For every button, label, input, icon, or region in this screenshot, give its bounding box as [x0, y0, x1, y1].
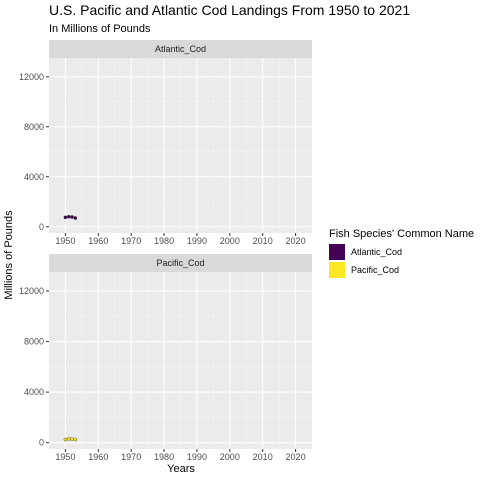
x-tick-label: 2020 — [286, 236, 306, 246]
chart-subtitle: In Millions of Pounds — [49, 23, 151, 35]
x-tick-label: 1950 — [55, 452, 75, 462]
x-tick-label: 1980 — [154, 452, 174, 462]
data-point — [73, 216, 78, 220]
y-tick-label: 12000 — [19, 72, 44, 82]
x-tick-label: 1950 — [55, 236, 75, 246]
x-tick-label: 1960 — [88, 452, 108, 462]
x-tick-label: 2020 — [286, 452, 306, 462]
y-tick-label: 0 — [39, 222, 44, 232]
legend: Fish Species' Common Name Atlantic_Cod Pa… — [329, 228, 474, 278]
facet-strip — [49, 40, 312, 58]
x-tick-label: 1990 — [187, 236, 207, 246]
legend-key-atlantic-cod — [329, 244, 345, 260]
x-tick-label: 1970 — [121, 452, 141, 462]
x-axis-title: Years — [167, 463, 195, 475]
facet-strip-label: Atlantic_Cod — [155, 44, 206, 54]
y-tick-label: 8000 — [24, 337, 44, 347]
y-tick-label: 0 — [39, 438, 44, 448]
x-tick-label: 1980 — [154, 236, 174, 246]
x-tick-label: 2010 — [253, 236, 273, 246]
data-point — [63, 437, 68, 442]
data-point — [66, 437, 71, 441]
x-tick-label: 2010 — [253, 452, 273, 462]
facet-panel-atlantic-cod: Atlantic_Cod 0 4000 8000 12000 1950 1960 1970 19… — [19, 40, 312, 246]
legend-title: Fish Species' Common Name — [329, 228, 474, 240]
legend-key-pacific-cod — [329, 262, 345, 278]
facet-panel-pacific-cod: Pacific_Cod 0 4000 8000 12000 1950 1960 1970 198… — [19, 254, 312, 462]
facet-panels: Atlantic_Cod 0 4000 8000 12000 1950 1960 1970 19… — [19, 40, 312, 462]
facet-strip — [49, 254, 312, 272]
x-tick-label: 2000 — [220, 236, 240, 246]
x-tick-label: 2000 — [220, 452, 240, 462]
data-point — [63, 215, 68, 220]
y-axis-title: Millions of Pounds — [3, 210, 15, 300]
y-tick-label: 4000 — [24, 172, 44, 182]
data-point — [70, 437, 74, 441]
legend-keys: Atlantic_Cod Pacific_Cod — [329, 244, 402, 278]
data-point — [73, 437, 78, 442]
legend-label: Pacific_Cod — [351, 265, 399, 275]
x-tick-label: 1990 — [187, 452, 207, 462]
chart-title: U.S. Pacific and Atlantic Cod Landings F… — [49, 2, 410, 18]
facet-strip-label: Pacific_Cod — [156, 258, 204, 268]
y-tick-label: 8000 — [24, 122, 44, 132]
y-tick-label: 12000 — [19, 286, 44, 296]
x-tick-label: 1970 — [121, 236, 141, 246]
legend-label: Atlantic_Cod — [351, 247, 402, 257]
data-point — [70, 215, 74, 219]
data-point — [66, 214, 71, 219]
y-tick-label: 4000 — [24, 387, 44, 397]
x-tick-label: 1960 — [88, 236, 108, 246]
